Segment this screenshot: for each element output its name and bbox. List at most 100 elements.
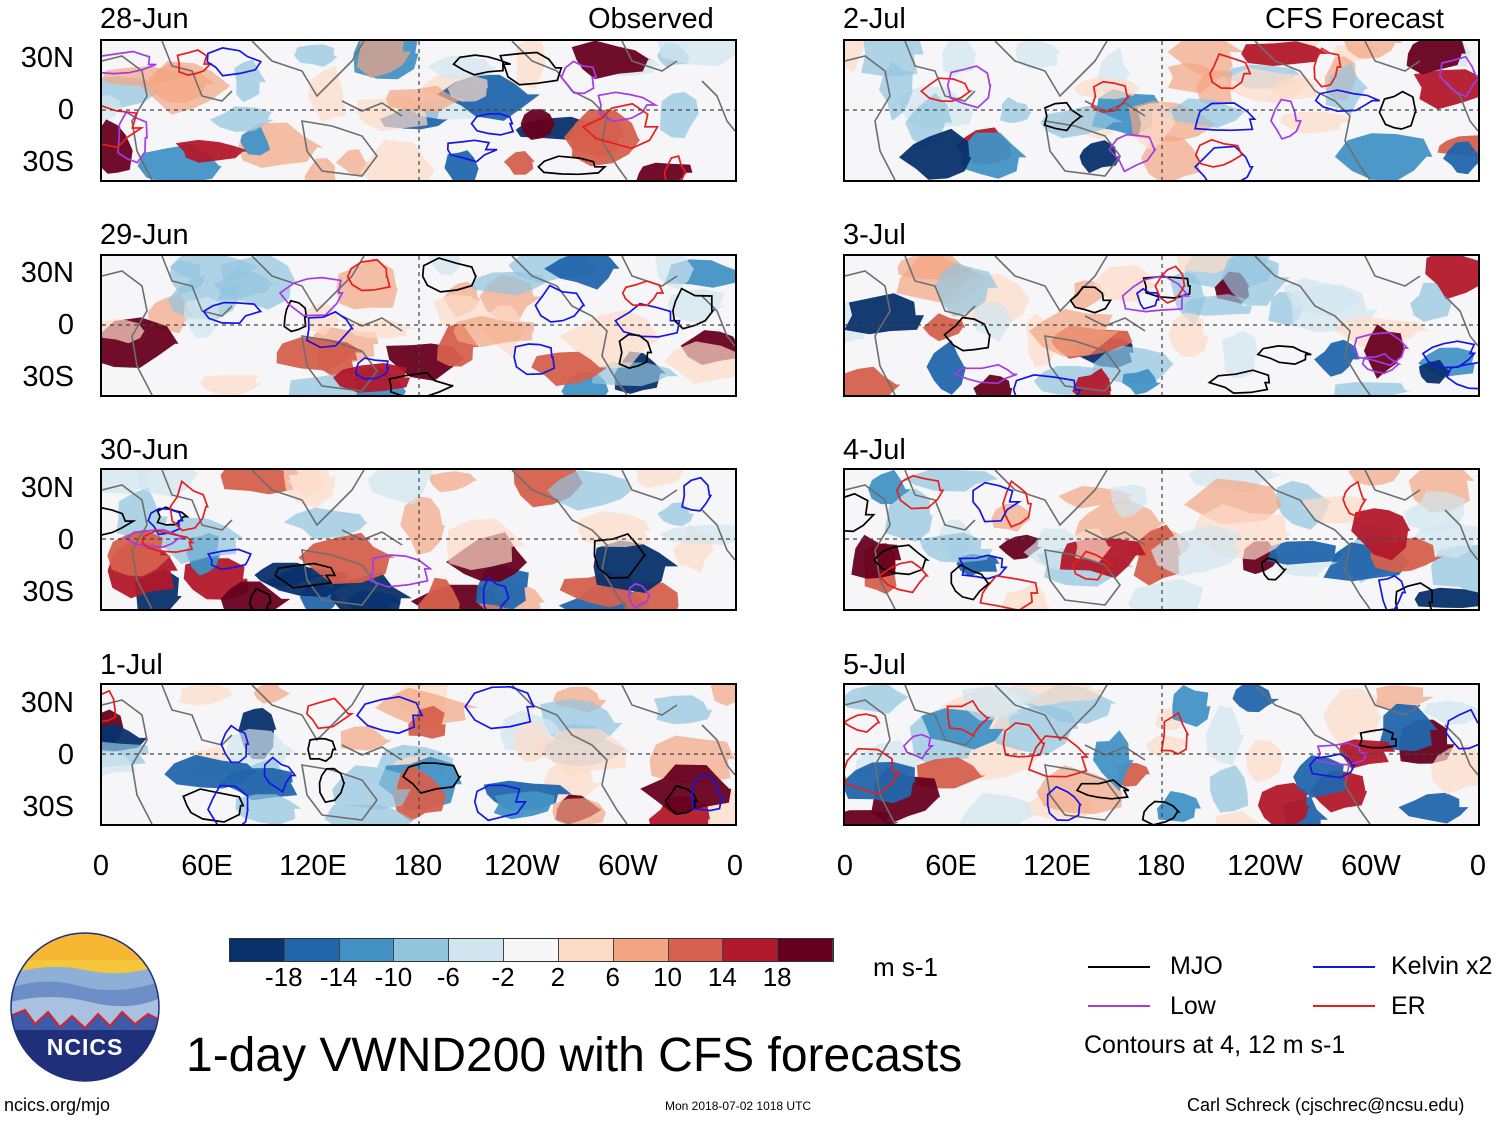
coastline xyxy=(701,509,735,561)
anomaly-blob xyxy=(1334,133,1433,180)
contour-line xyxy=(618,333,653,369)
map-panel xyxy=(843,39,1480,182)
contour-line xyxy=(388,371,454,395)
contour-line xyxy=(1256,345,1312,365)
map-panel xyxy=(100,683,737,826)
anomaly-blob xyxy=(1122,368,1162,395)
contour-line xyxy=(464,685,536,730)
contour-line xyxy=(102,689,117,723)
colorbar-cell xyxy=(339,939,395,961)
anomaly-blob xyxy=(307,65,346,123)
coastline xyxy=(994,256,1108,313)
contour-line xyxy=(943,316,991,352)
coastline xyxy=(701,295,735,347)
footer-url: ncics.org/mjo xyxy=(4,1095,111,1115)
contour-line xyxy=(307,737,337,763)
anomaly-blob xyxy=(183,296,219,339)
contour-line xyxy=(274,562,337,589)
anomaly-blob xyxy=(845,685,910,714)
anomaly-blob xyxy=(1232,685,1280,713)
colorbar-tick-label: 18 xyxy=(762,962,792,992)
anomaly-blob xyxy=(972,301,1014,343)
mjo-legend-label: MJO xyxy=(1170,952,1223,980)
contour-line xyxy=(346,258,391,292)
contour-line xyxy=(1121,274,1190,313)
y-tick-label: 30N xyxy=(20,472,74,504)
anomaly-blob xyxy=(1414,587,1478,608)
contour-line xyxy=(1260,557,1288,581)
contour-line xyxy=(1154,265,1186,304)
anomaly-blob xyxy=(1145,734,1188,757)
coastline xyxy=(994,470,1108,527)
anomaly-blob xyxy=(1036,765,1123,814)
y-tick-label: 0 xyxy=(57,309,74,341)
coastline xyxy=(102,484,153,609)
contour-line xyxy=(953,363,1018,385)
colorbar-cell xyxy=(394,939,450,961)
x-tick-label: 180 xyxy=(393,850,443,882)
colorbar-cell xyxy=(613,939,669,961)
x-tick-label: 60W xyxy=(598,850,658,882)
y-tick-label: 30S xyxy=(22,146,74,178)
anomaly-blob xyxy=(1293,755,1347,798)
contour-line xyxy=(305,697,355,730)
anomaly-blob xyxy=(1443,141,1478,175)
anomaly-blob xyxy=(1141,135,1200,180)
anomaly-blob xyxy=(918,532,993,563)
anomaly-blob xyxy=(934,262,998,317)
map-field xyxy=(845,41,1478,180)
anomaly-blob xyxy=(1157,791,1201,822)
contour-note: Contours at 4, 12 m s-1 xyxy=(1084,1031,1346,1059)
y-tick-label: 30N xyxy=(20,687,74,719)
contour-line xyxy=(1002,479,1033,528)
contour-line xyxy=(972,481,1023,523)
anomaly-blob xyxy=(164,754,259,789)
anomaly-blob xyxy=(1073,77,1141,100)
anomaly-blob xyxy=(1423,700,1478,725)
anomaly-blob xyxy=(1322,688,1382,747)
coastline xyxy=(621,41,678,72)
contour-line xyxy=(452,54,511,76)
low-legend-label: Low xyxy=(1170,992,1216,1020)
anomaly-blob xyxy=(240,126,271,156)
contour-line xyxy=(220,724,250,764)
coastline xyxy=(1444,509,1478,561)
contour-line xyxy=(470,112,515,136)
coastline xyxy=(251,256,365,313)
anomaly-blob xyxy=(1344,41,1403,59)
mjo-legend-line xyxy=(1088,966,1150,968)
anomaly-blob xyxy=(1205,705,1245,766)
coastline xyxy=(161,685,233,746)
contour-line xyxy=(691,774,724,812)
contour-line xyxy=(946,65,992,109)
contour-line xyxy=(877,560,929,594)
panel-date: 28-Jun xyxy=(100,3,189,35)
anomaly-blob xyxy=(655,256,695,290)
anomaly-blob xyxy=(276,337,365,371)
anomaly-blob xyxy=(303,302,341,336)
contour-line xyxy=(207,784,249,824)
anomaly-blob xyxy=(324,804,415,824)
contour-line xyxy=(681,476,713,512)
contour-line xyxy=(663,154,688,180)
coastline xyxy=(845,55,896,180)
anomaly-blob xyxy=(220,581,291,609)
y-tick-label: 0 xyxy=(57,94,74,126)
contour-line xyxy=(1207,369,1271,394)
coastline xyxy=(845,270,896,395)
contour-line xyxy=(845,747,901,796)
coastline xyxy=(1364,685,1421,716)
anomaly-blob xyxy=(878,61,914,121)
contour-line xyxy=(1136,287,1160,310)
contour-line xyxy=(117,110,148,164)
colorbar-units: m s-1 xyxy=(873,952,938,982)
coastline xyxy=(1364,470,1421,501)
anomaly-blob xyxy=(429,471,477,493)
anomaly-blob xyxy=(453,315,535,348)
coastline xyxy=(301,335,378,392)
contour-line xyxy=(621,280,665,307)
coastline xyxy=(1254,470,1371,609)
contour-line xyxy=(614,302,681,338)
anomaly-blob xyxy=(591,362,679,387)
anomaly-blob xyxy=(283,470,336,509)
